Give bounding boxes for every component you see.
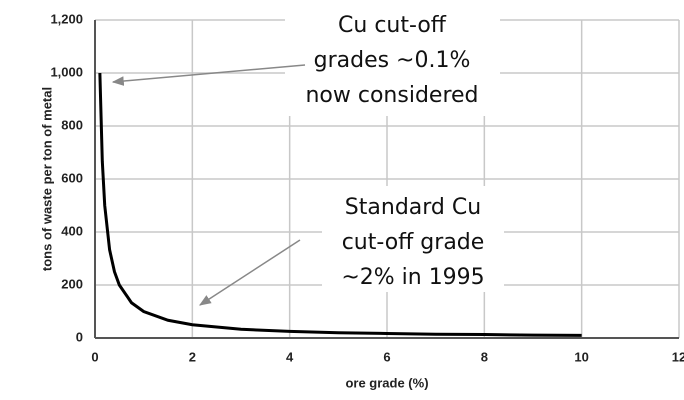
y-tick-label: 1,200 [50,11,83,26]
x-tick-label: 10 [574,349,588,364]
annotation-arrow [198,239,301,306]
y-tick-label: 800 [61,117,83,132]
x-tick-label: 4 [286,349,294,364]
y-tick-label: 600 [61,170,83,185]
x-tick-label: 8 [481,349,488,364]
x-tick-label: 12 [672,349,684,364]
curve [98,72,582,337]
y-tick-label: 200 [61,276,83,291]
x-tick-label: 6 [383,349,390,364]
annotation-text: grades ~0.1% [314,48,471,73]
annotation-arrow [111,64,306,86]
annotation-text: Cu cut-off [338,13,447,38]
annotation-text: ~2% in 1995 [341,265,484,290]
x-tick-label: 0 [91,349,98,364]
annotation-text: Standard Cu [345,195,481,220]
annotation-box [322,186,504,292]
x-axis-label: ore grade (%) [345,375,428,390]
annotation-text: cut-off grade [342,230,485,255]
annotation-text: now considered [305,83,478,108]
y-tick-label: 0 [76,329,83,344]
annotation-box [285,4,500,116]
y-tick-label: 1,000 [50,64,83,79]
y-tick-label: 400 [61,223,83,238]
x-tick-label: 2 [189,349,196,364]
y-axis-label: tons of waste per ton of metal [39,87,54,271]
